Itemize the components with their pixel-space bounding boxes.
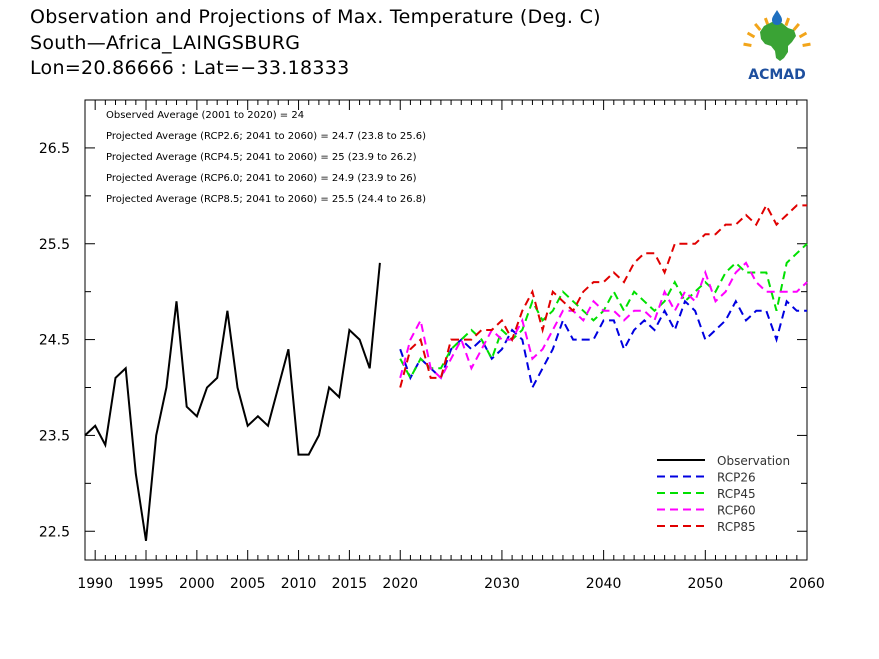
- logo-ray: [792, 22, 801, 32]
- annotation-line: Projected Average (RCP6.0; 2041 to 2060)…: [106, 173, 417, 184]
- annotation-line: Observed Average (2001 to 2020) = 24: [106, 110, 304, 121]
- legend-label: RCP45: [717, 487, 756, 501]
- annotation-line: Projected Average (RCP2.6; 2041 to 2060)…: [106, 131, 426, 142]
- logo-ray: [784, 17, 791, 27]
- logo-rays: [743, 16, 811, 47]
- plot-frame: [84, 99, 808, 561]
- x-tick-label: 2030: [484, 576, 520, 592]
- chart-title: Observation and Projections of Max. Temp…: [30, 6, 601, 28]
- y-tick-label: 24.5: [39, 333, 70, 349]
- x-tick-label: 2040: [586, 576, 622, 592]
- series-line-rcp60: [399, 261, 808, 380]
- africa-shape: [760, 22, 796, 61]
- drop-icon: [772, 10, 782, 25]
- x-tick-label: 2015: [332, 576, 368, 592]
- annotation-line: Projected Average (RCP8.5; 2041 to 2060)…: [106, 194, 426, 205]
- chart-subtitle-coordinates: Lon=20.86666 : Lat=−33.18333: [30, 57, 350, 79]
- y-tick-label: 23.5: [39, 428, 70, 444]
- x-tick-label: 2010: [281, 576, 317, 592]
- x-tick-label: 1995: [128, 576, 164, 592]
- series-line-rcp26: [399, 299, 807, 391]
- legend-label: RCP85: [717, 520, 756, 534]
- x-tick-label: 2000: [179, 576, 215, 592]
- logo-text: ACMAD: [748, 67, 806, 83]
- x-tick-label: 2050: [687, 576, 723, 592]
- y-tick-label: 25.5: [39, 237, 70, 253]
- x-tick-label: 2060: [789, 576, 825, 592]
- x-tick-label: 2005: [230, 576, 266, 592]
- legend-label: RCP26: [717, 471, 756, 485]
- acmad-logo: ACMAD: [743, 10, 811, 83]
- y-tick-label: 26.5: [39, 141, 70, 157]
- x-tick-label: 1990: [77, 576, 113, 592]
- logo-ray: [753, 22, 762, 32]
- legend-label: RCP60: [717, 504, 756, 518]
- legend-label: Observation: [717, 454, 790, 468]
- logo-ray: [798, 31, 808, 39]
- x-tick-label: 2020: [382, 576, 418, 592]
- series-line-observation: [84, 262, 381, 541]
- annotation-line: Projected Average (RCP4.5; 2041 to 2060)…: [106, 152, 417, 163]
- chart-subtitle-location: South—Africa_LAINGSBURG: [30, 32, 301, 54]
- logo-ray: [743, 42, 752, 47]
- y-tick-label: 22.5: [39, 524, 70, 540]
- logo-ray: [746, 31, 756, 39]
- logo-ray: [802, 42, 811, 47]
- series-line-rcp85: [399, 203, 807, 388]
